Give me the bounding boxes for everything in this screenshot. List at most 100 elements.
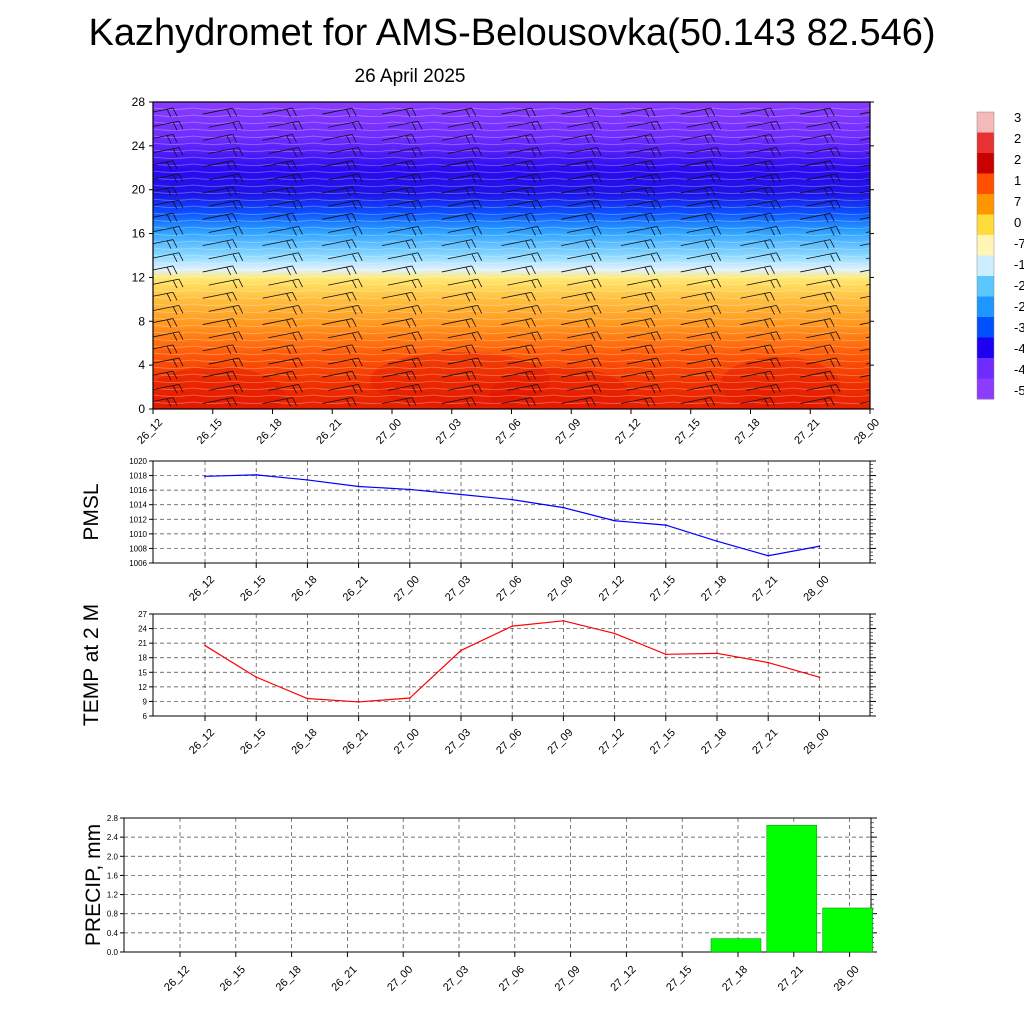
wind-barb — [800, 212, 835, 223]
precip-bar — [822, 907, 873, 953]
wind-barb — [328, 278, 363, 289]
y-tick-label: 1014 — [129, 501, 147, 510]
wind-barb — [322, 186, 357, 197]
wind-barb — [800, 107, 835, 118]
wind-barb — [501, 318, 536, 328]
x-tick-label: 27_00 — [392, 727, 422, 757]
wind-barb — [859, 111, 870, 115]
colorbar-label: -2 — [1014, 299, 1024, 314]
wind-barb — [208, 383, 244, 394]
y-tick-label: 16 — [132, 227, 146, 241]
wind-barb — [806, 199, 841, 210]
wind-barb — [507, 120, 542, 131]
wind-barb — [153, 107, 178, 118]
wind-barb — [202, 186, 238, 197]
data-point — [306, 697, 309, 700]
wind-barb — [746, 383, 781, 394]
x-tick-label: 26_18 — [255, 417, 285, 447]
wind-barb — [507, 357, 542, 368]
wind-barb — [800, 291, 835, 302]
wind-barb — [859, 216, 870, 220]
wind-barb — [567, 120, 602, 131]
wind-barb — [208, 331, 244, 341]
colorbar-swatch — [977, 173, 994, 195]
wind-barb — [746, 278, 781, 289]
colorbar-label: 2 — [1014, 131, 1021, 146]
wind-barb — [268, 252, 303, 262]
y-tick-label: 0.4 — [107, 929, 119, 938]
contour-line — [153, 247, 870, 250]
heatmap-overlay — [153, 352, 840, 409]
x-tick-label: 27_12 — [597, 574, 627, 604]
colorbar-label: 2 — [1014, 152, 1021, 167]
wind-barb — [262, 212, 297, 223]
wind-barb — [153, 252, 184, 262]
wind-barb — [268, 331, 303, 341]
wind-barb — [387, 199, 423, 210]
x-tick-label: 27_18 — [720, 964, 750, 994]
x-tick-label: 26_12 — [187, 574, 217, 604]
wind-barb — [746, 252, 781, 262]
colorbar-label: -5 — [1014, 383, 1024, 398]
wind-barb — [268, 383, 303, 394]
wind-barb — [746, 120, 781, 131]
y-tick-label: 12 — [138, 683, 147, 692]
wind-barb — [561, 397, 596, 407]
wind-barb — [680, 318, 716, 328]
contour-line — [153, 324, 870, 327]
y-tick-label: 21 — [138, 639, 147, 648]
x-tick-label: 27_06 — [494, 574, 524, 604]
wind-barb — [561, 318, 596, 328]
wind-barb — [381, 212, 417, 223]
wind-barb — [262, 370, 297, 381]
wind-barb — [800, 397, 835, 407]
wind-barb — [381, 291, 417, 302]
warm-core — [370, 352, 550, 408]
wind-barb — [501, 133, 536, 144]
wind-barb — [806, 226, 841, 236]
wind-barb — [441, 212, 477, 223]
y-tick-label: 15 — [138, 668, 147, 677]
wind-barb — [208, 252, 244, 262]
wind-barb — [507, 331, 542, 341]
wind-barb — [567, 199, 602, 210]
contour-line — [153, 177, 870, 180]
wind-barb — [561, 239, 596, 249]
wind-barb — [208, 357, 244, 368]
colorbar-swatch — [977, 296, 994, 318]
wind-barb — [680, 291, 716, 302]
wind-barb — [507, 226, 542, 236]
x-tick-label: 28_00 — [801, 574, 831, 604]
wind-barb — [262, 133, 297, 144]
x-tick-label: 26_12 — [135, 417, 165, 447]
warm-core — [720, 357, 840, 409]
pmsl-panel: 1006 1008 1010 1012 1014 1016 1018 1020 26_12 26_… — [80, 457, 876, 604]
wind-barb — [806, 331, 841, 341]
wind-barb — [806, 147, 841, 157]
wind-barb — [859, 295, 870, 299]
wind-barb — [740, 344, 775, 355]
wind-barb — [626, 120, 662, 131]
wind-barb — [865, 389, 870, 391]
y-tick-label: 24 — [132, 139, 146, 153]
wind-barb — [507, 252, 542, 262]
data-point — [408, 488, 411, 491]
wind-barb — [680, 212, 716, 223]
wind-barb — [262, 160, 297, 170]
contour-line — [153, 310, 870, 313]
x-tick-label: 27_00 — [385, 964, 415, 994]
contour-line — [153, 184, 870, 187]
wind-barb — [262, 291, 297, 302]
wind-barb — [501, 160, 536, 170]
x-tick-label: 27_06 — [497, 964, 527, 994]
x-tick-label: 26_15 — [218, 964, 248, 994]
wind-barb — [865, 126, 870, 128]
wind-barb — [202, 212, 238, 223]
wind-barb — [800, 186, 835, 197]
wind-barb — [746, 147, 781, 157]
wind-barb — [740, 239, 775, 249]
wind-barb — [387, 305, 423, 315]
wind-barb — [686, 199, 722, 210]
cross-section-panel: 0 4 8 12 16 20 24 28 26_12 26_15 26_18 26_21 27_00 27… — [132, 95, 882, 447]
wind-barb — [202, 318, 238, 328]
